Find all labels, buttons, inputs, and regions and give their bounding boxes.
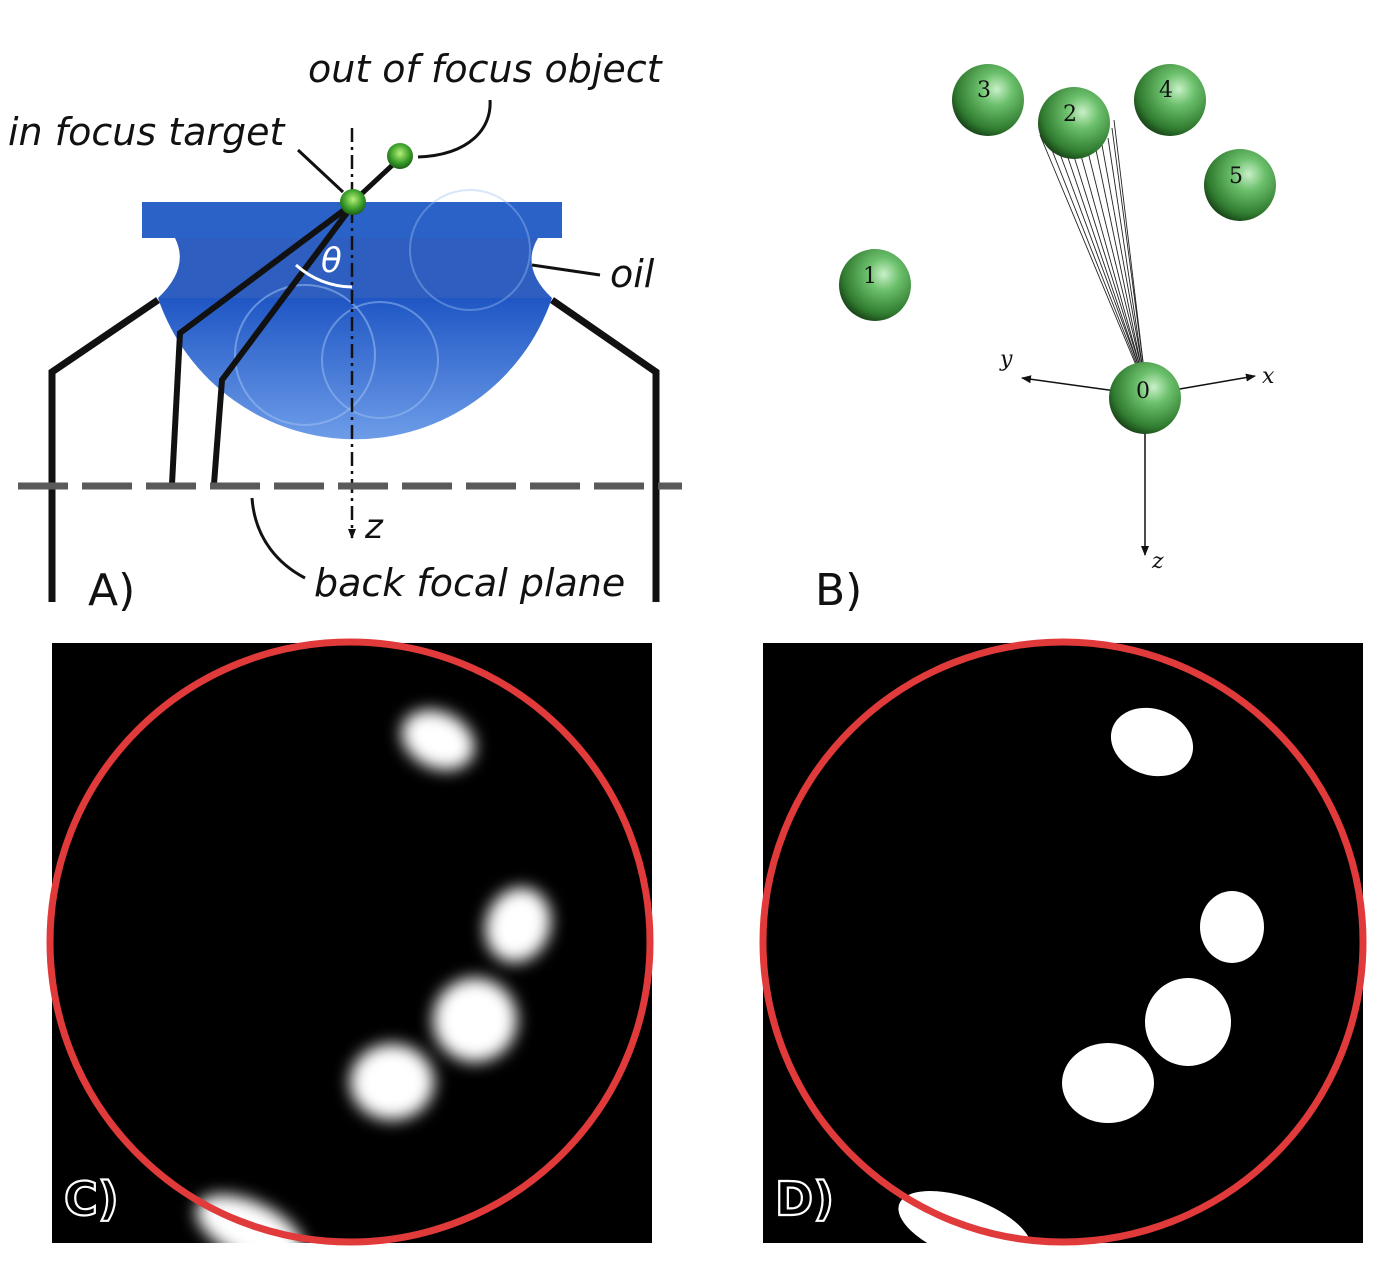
pupil-circle <box>46 638 654 1246</box>
panel-a-label: A) <box>88 565 135 616</box>
ray-bundle <box>1039 119 1145 371</box>
objective-housing <box>48 297 660 602</box>
sphere-2: 2 <box>1038 87 1110 159</box>
sphere-5: 5 <box>1204 149 1276 221</box>
label-back-focal-plane: back focal plane <box>314 561 625 605</box>
panel-c-background <box>52 643 652 1243</box>
pupil-circle <box>759 638 1367 1246</box>
in-focus-target-sphere <box>340 189 366 215</box>
svg-text:3: 3 <box>977 78 991 103</box>
panel-c: C) <box>46 638 654 1246</box>
axis-z-label: z <box>1151 549 1164 574</box>
svg-text:5: 5 <box>1229 164 1243 189</box>
axis-y-label: y <box>999 347 1013 372</box>
panel-c-label: C) <box>64 1172 119 1226</box>
sphere-4: 4 <box>1134 64 1206 136</box>
panel-d-background <box>763 643 1363 1243</box>
out-of-focus-object-sphere <box>387 143 413 169</box>
label-in-focus-target: in focus target <box>8 110 287 154</box>
label-oil: oil <box>610 252 655 296</box>
sphere-3: 3 <box>952 64 1024 136</box>
label-theta: θ <box>321 241 342 281</box>
axis-x-label: x <box>1262 364 1275 389</box>
panel-a: out of focus object in focus target oil … <box>8 47 682 616</box>
panel-d-label: D) <box>775 1172 834 1226</box>
svg-text:4: 4 <box>1159 78 1173 103</box>
panel-b: x y z 0 1 2 3 4 5 B) <box>815 64 1276 616</box>
panel-b-label: B) <box>815 565 862 616</box>
label-out-of-focus-object: out of focus object <box>308 47 664 91</box>
label-z-axis: z <box>364 507 384 547</box>
svg-text:0: 0 <box>1136 379 1150 404</box>
panel-d: D) <box>759 638 1367 1246</box>
sphere-0: 0 <box>1109 362 1181 434</box>
svg-text:1: 1 <box>863 264 877 289</box>
leader-lines <box>250 99 601 580</box>
sphere-1: 1 <box>839 249 911 321</box>
svg-text:2: 2 <box>1063 102 1077 127</box>
theta-arc <box>294 263 353 289</box>
